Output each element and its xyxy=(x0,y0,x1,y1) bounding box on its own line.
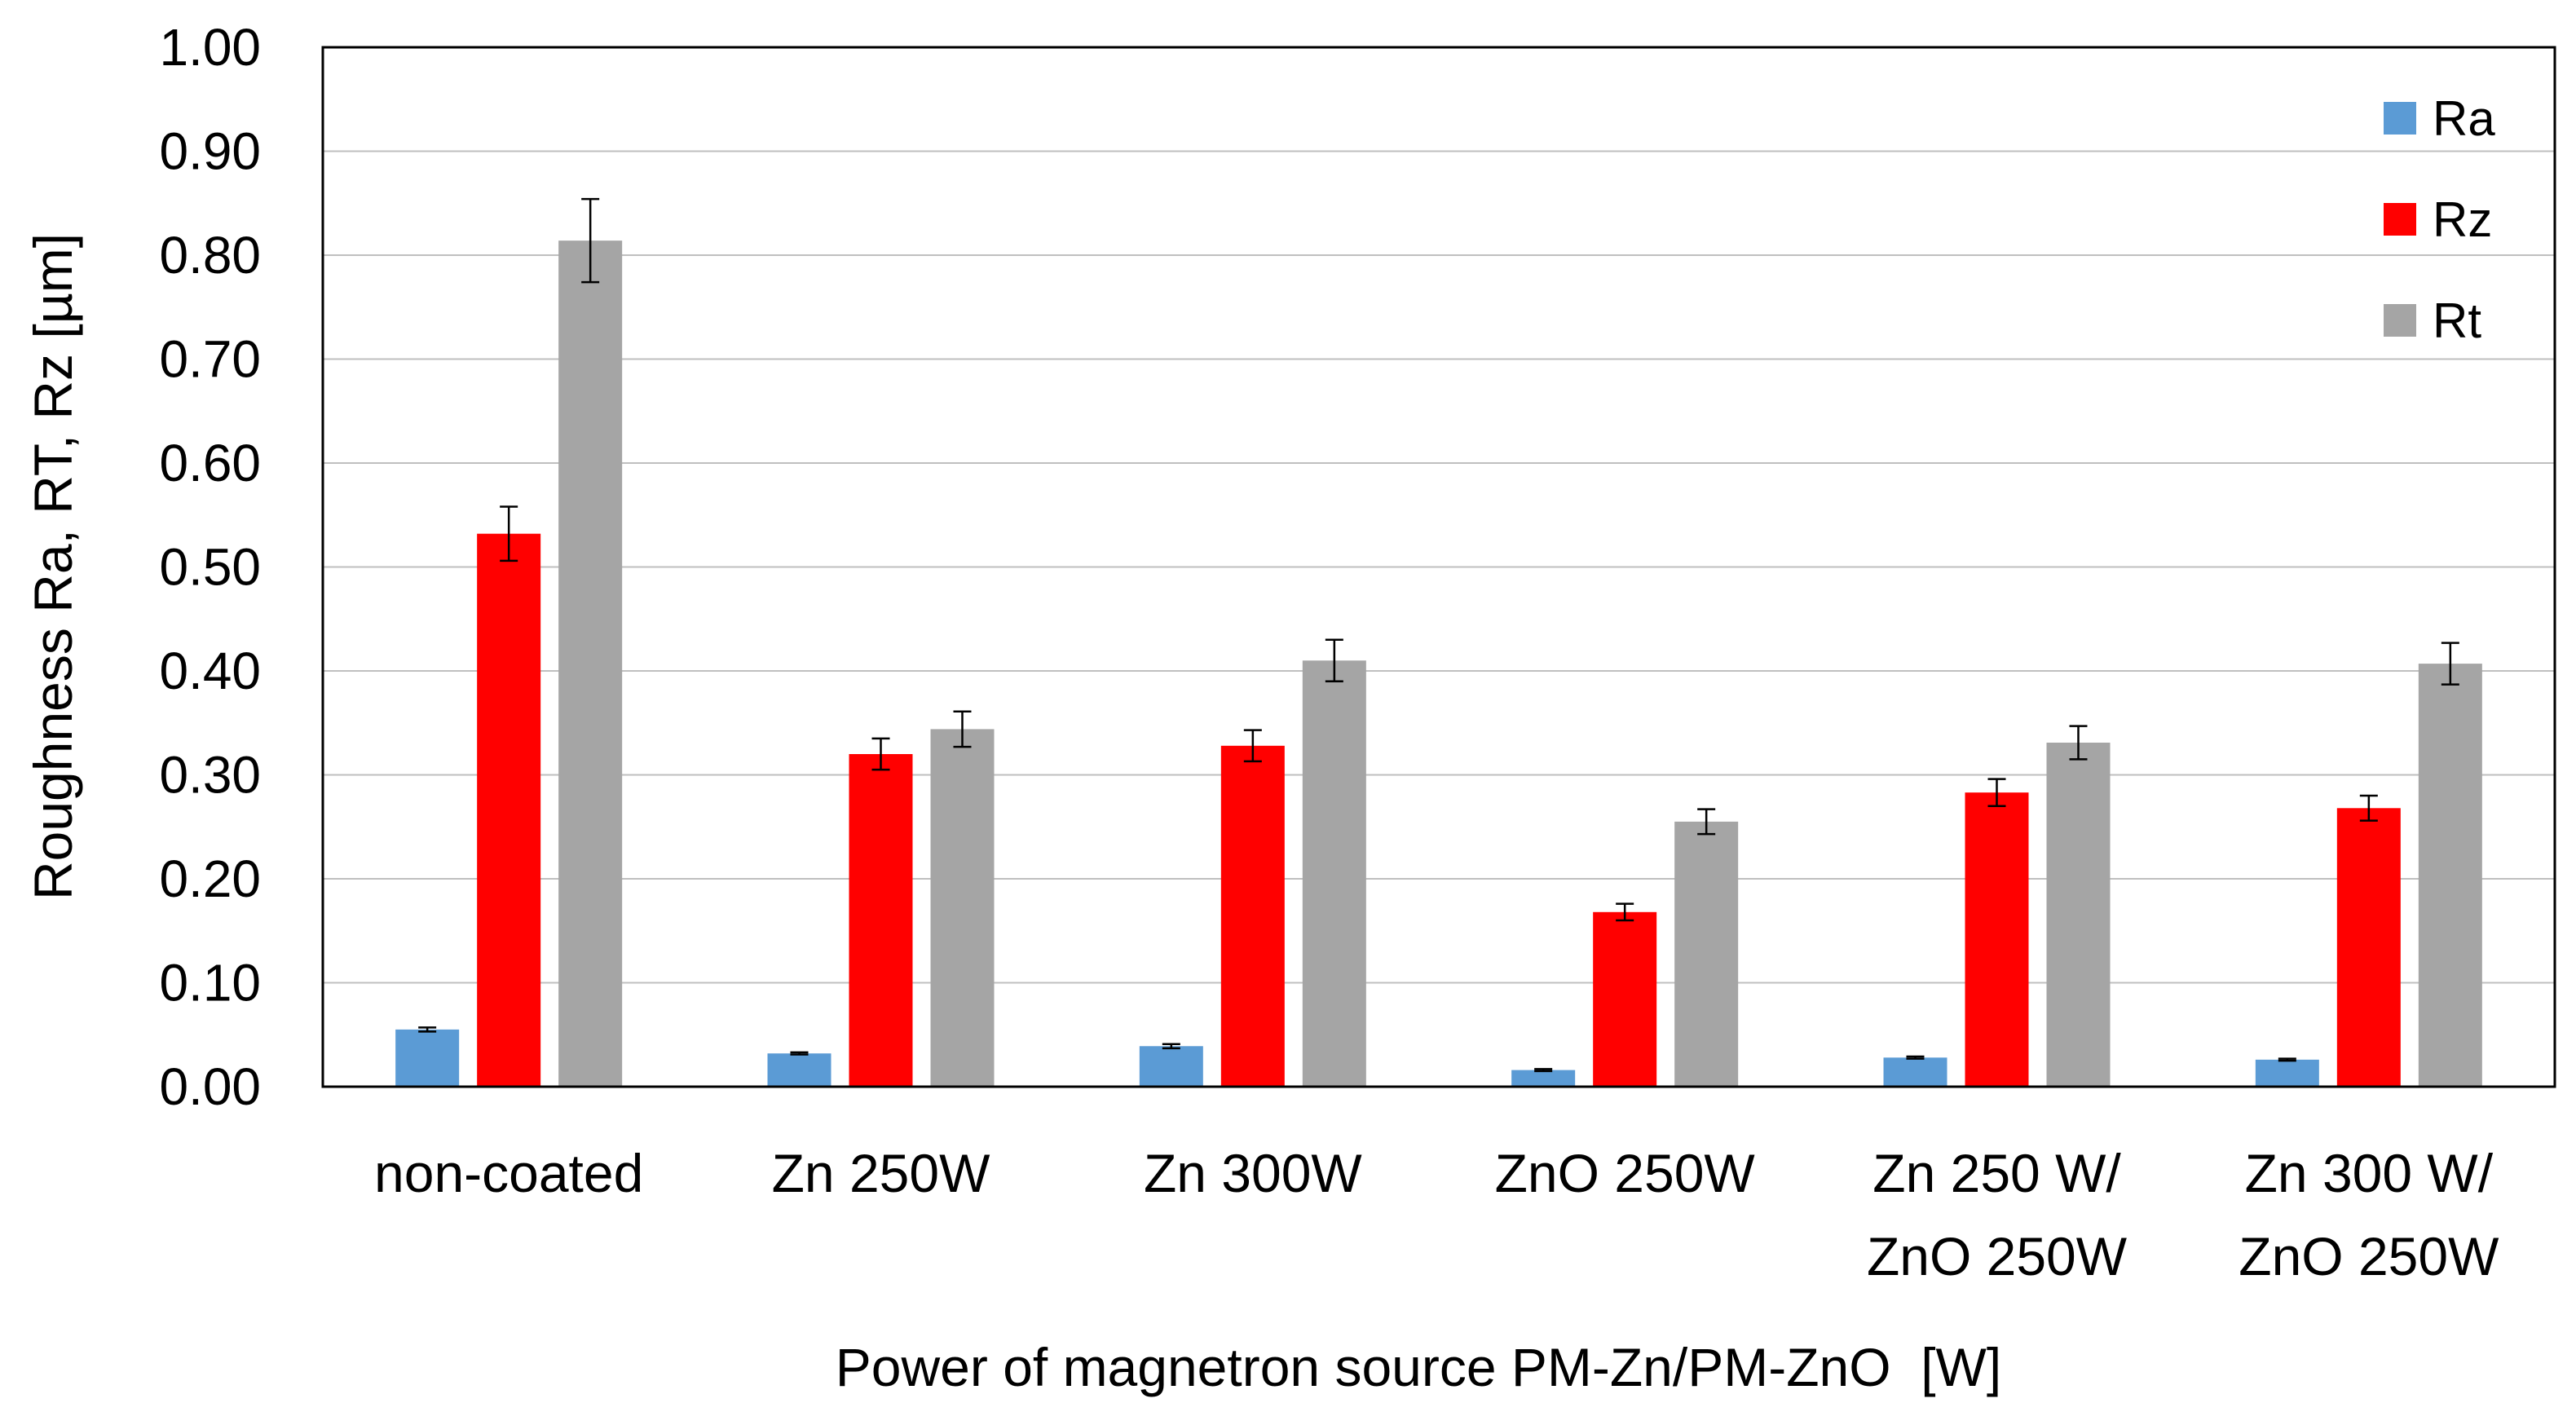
x-tick-label: Zn 250 W/ xyxy=(1872,1143,2121,1203)
bar-rz xyxy=(849,754,913,1087)
x-axis: non-coated Zn 250W Zn 300W ZnO 250W Zn 250 W… xyxy=(374,1143,2499,1286)
bar-rz xyxy=(2336,808,2401,1087)
legend-swatch-ra xyxy=(2384,102,2416,135)
legend: Ra Rz Rt xyxy=(2384,91,2495,348)
y-tick-label: 0.30 xyxy=(159,746,261,805)
error-bars xyxy=(418,197,2459,1073)
bar-rt xyxy=(558,240,623,1087)
bars xyxy=(395,240,2482,1087)
bar-rt xyxy=(2046,742,2111,1087)
x-tick-label: Zn 250W xyxy=(772,1143,990,1203)
legend-label-ra: Ra xyxy=(2433,91,2495,146)
gridlines xyxy=(323,150,2555,984)
x-tick-label: Zn 300W xyxy=(1144,1143,1362,1203)
x-tick-label: non-coated xyxy=(374,1143,643,1203)
bar-rz xyxy=(477,533,541,1087)
bar-rt xyxy=(1674,821,1739,1087)
bar-rz xyxy=(1220,745,1285,1087)
bar-rt xyxy=(930,729,995,1087)
y-tick-label: 0.10 xyxy=(159,954,261,1012)
x-tick-label: Zn 300 W/ xyxy=(2245,1143,2494,1203)
bar-ra xyxy=(2255,1059,2319,1087)
bar-rz xyxy=(1593,911,1657,1087)
y-axis: 0.00 0.10 0.20 0.30 0.40 0.50 0.60 0.70 0.80 0.90… xyxy=(159,18,261,1116)
plot-area xyxy=(321,46,2556,1088)
legend-swatch-rt xyxy=(2384,304,2416,337)
y-tick-label: 0.40 xyxy=(159,642,261,700)
y-tick-label: 0.00 xyxy=(159,1057,261,1116)
y-tick-label: 0.80 xyxy=(159,226,261,285)
bar-ra xyxy=(767,1053,831,1087)
legend-swatch-rz xyxy=(2384,203,2416,236)
bar-ra xyxy=(1511,1070,1576,1087)
bar-ra xyxy=(395,1029,460,1087)
y-tick-label: 0.60 xyxy=(159,434,261,492)
x-tick-label: ZnO 250W xyxy=(1867,1226,2128,1286)
y-tick-label: 0.20 xyxy=(159,849,261,908)
x-tick-label: ZnO 250W xyxy=(1495,1143,1756,1203)
x-tick-label: ZnO 250W xyxy=(2239,1226,2499,1286)
y-tick-label: 0.50 xyxy=(159,538,261,597)
y-tick-label: 0.70 xyxy=(159,330,261,389)
bar-ra xyxy=(1139,1046,1203,1087)
bar-rt xyxy=(2418,664,2482,1087)
bar-rt xyxy=(1302,660,1366,1087)
y-tick-label: 1.00 xyxy=(159,18,261,77)
bar-ra xyxy=(1883,1057,1947,1087)
y-axis-title: Roughness Ra, RT, Rz [µm] xyxy=(23,233,83,900)
legend-label-rz: Rz xyxy=(2433,192,2492,247)
x-axis-title: Power of magnetron source PM-Zn/PM-ZnO [… xyxy=(836,1337,2001,1397)
legend-label-rt: Rt xyxy=(2433,293,2481,348)
bar-rz xyxy=(1965,792,2029,1087)
y-tick-label: 0.90 xyxy=(159,122,261,181)
